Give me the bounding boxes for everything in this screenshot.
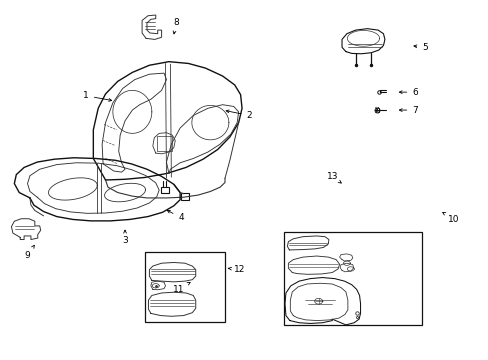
Text: 1: 1 [83, 91, 111, 101]
Bar [160, 187, 169, 193]
Text: 7: 7 [399, 105, 417, 114]
Text: 4: 4 [167, 210, 183, 222]
Bar [144, 252, 224, 321]
Text: 11: 11 [173, 282, 190, 294]
Text: 6: 6 [399, 87, 417, 96]
Text: 8: 8 [173, 18, 179, 34]
Text: 13: 13 [326, 172, 341, 183]
Bar [181, 193, 188, 200]
Text: 2: 2 [226, 110, 252, 120]
Text: 3: 3 [122, 230, 128, 246]
Text: 12: 12 [228, 265, 245, 274]
Bar [283, 232, 422, 325]
Text: 10: 10 [442, 212, 459, 224]
Text: 9: 9 [24, 245, 34, 260]
Text: 5: 5 [413, 43, 427, 52]
Bar [157, 136, 172, 150]
